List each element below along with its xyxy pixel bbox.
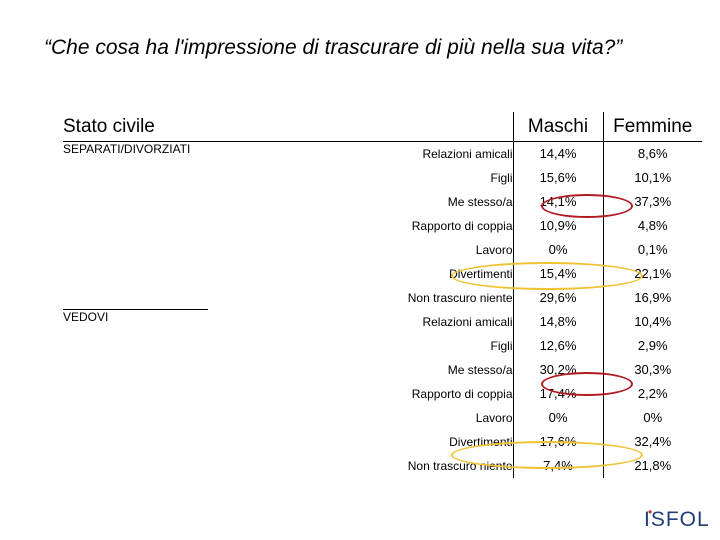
category-cell: Figli: [490, 170, 513, 185]
femmine-cell: 4,8%: [602, 213, 702, 238]
maschi-cell: 0%: [512, 237, 603, 262]
group-label: SEPARATI/DIVORZIATI: [63, 141, 208, 310]
maschi-cell: 14,8%: [512, 309, 603, 334]
table-row: Lavoro 0% 0%: [63, 405, 702, 430]
slide-title: “Che cosa ha l'impressione di trascurare…: [44, 36, 623, 59]
femmine-cell: 16,9%: [602, 285, 702, 310]
highlight-circle-sep-divertimenti: [451, 262, 643, 290]
table-row: VEDOVI Relazioni amicali 14,8% 10,4%: [63, 309, 702, 478]
table-row: SEPARATI/DIVORZIATI Relazioni amicali 14,4…: [63, 141, 702, 310]
group-label: VEDOVI: [63, 309, 208, 478]
header-femmine: Femmine: [602, 112, 702, 142]
isfol-logo: • ISFOL: [644, 505, 710, 532]
category-cell: Relazioni amicali: [422, 314, 513, 329]
table-row: Rapporto di coppia 10,9% 4,8%: [63, 213, 702, 238]
category-cell: Rapporto di coppia: [411, 386, 513, 401]
femmine-cell: 10,1%: [602, 165, 702, 190]
category-cell: Me stesso/a: [447, 194, 513, 209]
maschi-cell: 14,4%: [512, 141, 603, 166]
table-row: Lavoro 0% 0,1%: [63, 237, 702, 262]
table-row: Figli 15,6% 10,1%: [63, 165, 702, 190]
highlight-circle-ved-divertimenti: [451, 441, 643, 469]
category-cell: Rapporto di coppia: [411, 218, 513, 233]
category-cell: Relazioni amicali: [208, 141, 513, 166]
logo-accent-mark: •: [648, 505, 654, 519]
header-maschi: Maschi: [512, 112, 603, 142]
highlight-circle-ved-me-stesso: [541, 372, 633, 396]
category-cell: Figli: [490, 338, 513, 353]
category-cell: Lavoro: [475, 410, 513, 425]
table-body: SEPARATI/DIVORZIATI Relazioni amicali 14,4…: [63, 141, 702, 478]
maschi-cell: 0%: [512, 405, 603, 430]
femmine-cell: 0,1%: [602, 237, 702, 262]
table-row: Me stesso/a 30,2% 30,3%: [63, 357, 702, 382]
femmine-cell: 30,3%: [602, 357, 702, 382]
category-cell: Me stesso/a: [447, 362, 513, 377]
category-cell: Non trascuro niente: [407, 290, 513, 305]
table-row: Figli 12,6% 2,9%: [63, 333, 702, 358]
femmine-cell: 10,4%: [602, 309, 702, 334]
maschi-cell: 12,6%: [512, 333, 603, 358]
header-stato-civile: Stato civile: [63, 112, 513, 142]
femmine-cell: 8,6%: [602, 141, 702, 166]
category-cell: Lavoro: [475, 242, 513, 257]
femmine-cell: 0%: [602, 405, 702, 430]
femmine-cell: 2,9%: [602, 333, 702, 358]
maschi-cell: 15,6%: [512, 165, 603, 190]
logo-text: ISFOL: [644, 508, 710, 531]
highlight-circle-sep-me-stesso: [541, 194, 633, 218]
survey-table: Stato civile Maschi Femmine SEPARATI/DIV…: [63, 112, 702, 478]
